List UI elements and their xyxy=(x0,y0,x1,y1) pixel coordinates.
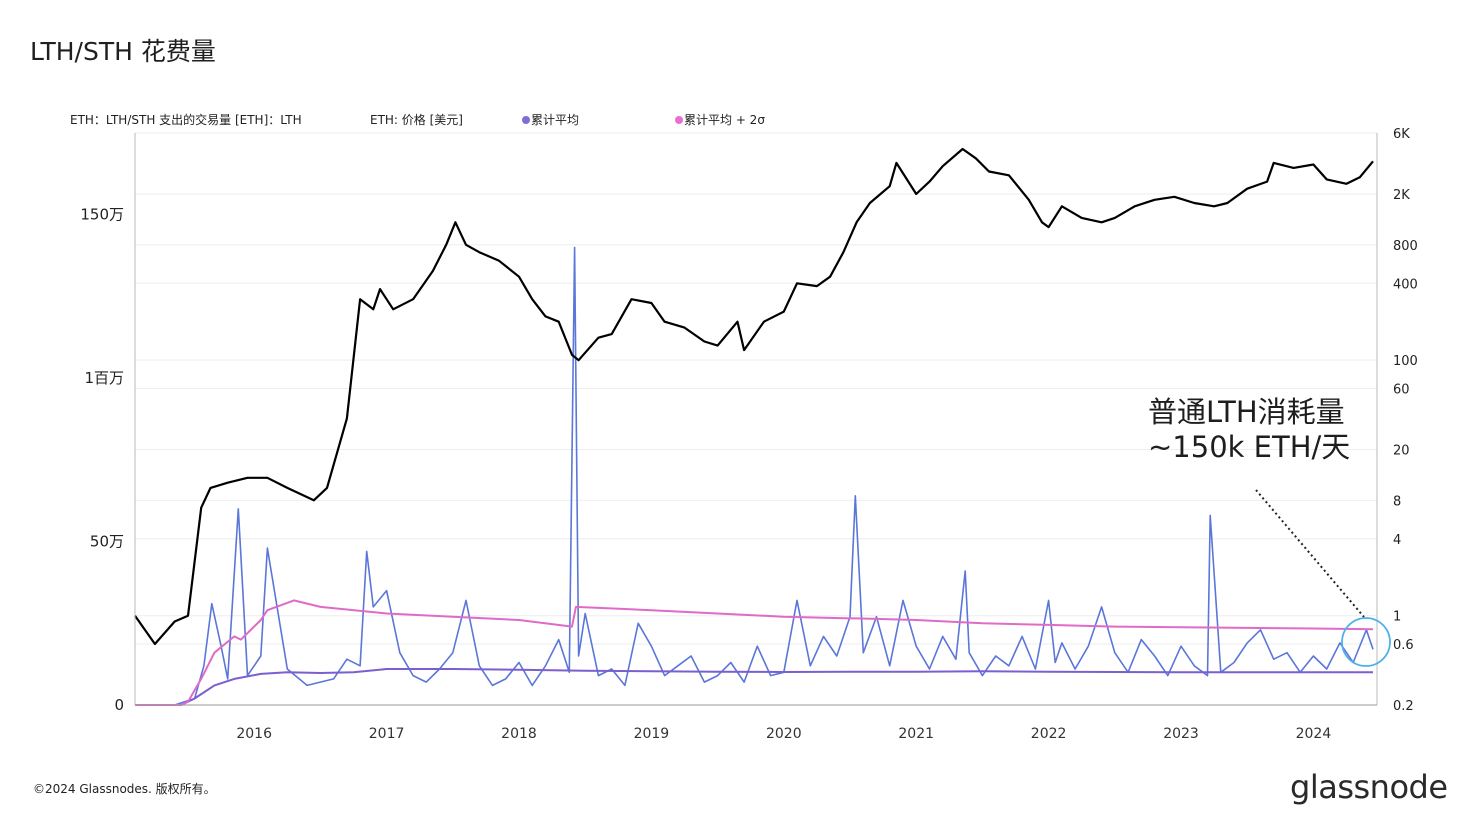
y-right-tick-label: 20 xyxy=(1393,443,1410,458)
y-right-tick-label: 1 xyxy=(1393,610,1401,625)
series-cumulative-average-line xyxy=(135,668,1373,706)
x-tick-label: 2020 xyxy=(766,726,802,742)
x-tick-label: 2022 xyxy=(1031,726,1067,742)
annotation-line1: 普通LTH消耗量 xyxy=(1148,395,1345,429)
x-tick-label: 2018 xyxy=(501,726,537,742)
y-right-tick-label: 4 xyxy=(1393,533,1401,548)
legend-dot-avg-icon xyxy=(522,116,530,124)
page-title: LTH/STH 花费量 xyxy=(30,37,216,66)
legend-item-price[interactable]: ETH: 价格 [美元] xyxy=(370,111,463,128)
copyright-footer: ©2024 Glassnodes. 版权所有。 xyxy=(33,782,216,796)
series-lth-volume-line xyxy=(135,246,1374,706)
legend-label-avg: 累计平均 xyxy=(531,113,580,127)
legend-label-volume: ETH：LTH/STH 支出的交易量 [ETH]：LTH xyxy=(70,113,302,127)
annotation-pointer-line xyxy=(1255,489,1365,618)
y-left-tick-label: 0 xyxy=(114,696,124,714)
x-tick-label: 2023 xyxy=(1163,726,1199,742)
legend-label-avg2s: 累计平均 + 2σ xyxy=(684,113,765,127)
y-left-tick-label: 50万 xyxy=(90,533,124,551)
legend-item-avg[interactable]: 累计平均 xyxy=(522,111,579,128)
annotation-layer xyxy=(1255,489,1391,667)
y-right-tick-label: 2K xyxy=(1393,188,1410,203)
y-right-tick-label: 0.2 xyxy=(1393,699,1414,714)
x-tick-label: 2016 xyxy=(236,726,272,742)
series-cumulative-average-2sigma-line xyxy=(135,599,1374,706)
annotation-circle xyxy=(1341,617,1391,667)
x-tick-label: 2021 xyxy=(898,726,934,742)
y-right-tick-label: 8 xyxy=(1393,494,1401,509)
y-right-tick-label: 800 xyxy=(1393,239,1418,254)
annotation-line2: ~150k ETH/天 xyxy=(1148,430,1351,464)
legend-label-price: ETH: 价格 [美元] xyxy=(370,113,463,127)
chart-series-layer xyxy=(134,147,1374,706)
x-tick-label: 2017 xyxy=(369,726,405,742)
y-right-tick-label: 60 xyxy=(1393,383,1410,398)
chart-axes: 6K 2K 800 400 100 60 20 8 4 1 0.6 0.2 150万 1百万 50万 0 201… xyxy=(80,127,1417,742)
y-right-tick-label: 400 xyxy=(1393,277,1418,292)
legend-dot-avg2s-icon xyxy=(675,116,683,124)
glassnode-logo: glassnode xyxy=(1290,768,1448,806)
y-left-tick-label: 150万 xyxy=(80,206,124,224)
annotation-text: 普通LTH消耗量 ~150k ETH/天 xyxy=(1148,395,1350,465)
series-eth-price-line xyxy=(134,147,1374,646)
y-right-tick-label: 0.6 xyxy=(1393,638,1414,653)
legend-item-avg2s[interactable]: 累计平均 + 2σ xyxy=(675,111,765,128)
y-right-tick-label: 6K xyxy=(1393,127,1410,142)
y-left-tick-label: 1百万 xyxy=(84,369,124,387)
y-right-tick-label: 100 xyxy=(1393,354,1418,369)
x-tick-label: 2019 xyxy=(634,726,670,742)
x-tick-label: 2024 xyxy=(1296,726,1332,742)
legend-item-volume[interactable]: ETH：LTH/STH 支出的交易量 [ETH]：LTH xyxy=(70,111,302,128)
